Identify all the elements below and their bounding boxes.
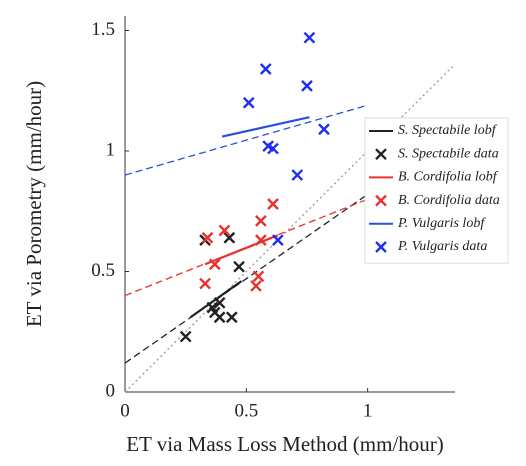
- point: [233, 260, 245, 273]
- legend-box: [364, 117, 509, 264]
- marker-stroke: [375, 194, 387, 207]
- marker-stroke: [272, 234, 284, 247]
- marker-stroke: [255, 234, 267, 247]
- point: [318, 123, 330, 136]
- marker-stroke: [223, 231, 236, 244]
- point: [303, 31, 316, 44]
- point: [301, 80, 313, 92]
- y-tick-label: 1.5: [91, 19, 115, 40]
- legend-text: S. Spectabile lobf: [398, 123, 498, 138]
- point: [267, 198, 279, 210]
- marker-stroke: [179, 330, 192, 343]
- y-axis-label: ET via Porometry (mm/hour): [22, 81, 46, 327]
- point: [223, 231, 236, 244]
- marker-stroke: [218, 224, 231, 237]
- marker-stroke: [318, 123, 330, 136]
- legend-text: P. Vulgaris lobf: [397, 216, 486, 231]
- point: [225, 311, 238, 324]
- point: [272, 234, 284, 247]
- marker-stroke: [262, 140, 275, 153]
- legend-text: S. Spectabile data: [398, 146, 499, 161]
- point: [213, 311, 226, 324]
- point: [213, 296, 226, 309]
- marker-stroke: [259, 63, 272, 75]
- x-tick-label: 0.5: [234, 400, 258, 421]
- point: [255, 215, 267, 227]
- marker-stroke: [255, 215, 267, 227]
- marker-stroke: [225, 311, 238, 324]
- marker-stroke: [303, 31, 316, 44]
- marker-stroke: [213, 311, 226, 324]
- line: [221, 116, 310, 138]
- marker-stroke: [375, 241, 387, 253]
- marker-stroke: [208, 258, 221, 271]
- marker-stroke: [375, 148, 387, 161]
- marker-stroke: [213, 296, 226, 309]
- point: [242, 96, 255, 109]
- marker-stroke: [242, 96, 255, 109]
- marker-stroke: [233, 260, 245, 273]
- point: [201, 231, 214, 244]
- legend-text: B. Cordifolia lobf: [398, 170, 499, 185]
- marker-stroke: [301, 80, 313, 92]
- point: [252, 270, 265, 283]
- marker-stroke: [201, 231, 214, 244]
- legend-text: P. Vulgaris data: [397, 239, 487, 254]
- point: [259, 63, 272, 75]
- line: [204, 234, 279, 266]
- point: [179, 330, 192, 343]
- legend-swatch: [375, 241, 387, 253]
- legend-swatch: [375, 194, 387, 207]
- point: [255, 234, 267, 247]
- y-tick-label: 0.5: [91, 260, 115, 281]
- line: [124, 104, 368, 176]
- marker-stroke: [267, 198, 279, 210]
- point: [199, 277, 211, 290]
- marker-stroke: [252, 270, 265, 283]
- marker-stroke: [250, 280, 262, 292]
- legend-text: B. Cordifolia data: [398, 193, 500, 208]
- marker-stroke: [206, 301, 219, 314]
- marker-stroke: [267, 142, 279, 155]
- x-tick-label: 0: [120, 400, 130, 421]
- y-tick-label: 1: [106, 139, 116, 160]
- line: [124, 193, 369, 364]
- marker-stroke: [199, 277, 211, 290]
- point: [218, 224, 231, 237]
- legend-swatch: [375, 148, 387, 161]
- y-tick-label: 0: [106, 380, 116, 401]
- point: [208, 258, 221, 271]
- x-tick-label: 1: [363, 400, 373, 421]
- point: [291, 169, 304, 181]
- x-axis-label: ET via Mass Loss Method (mm/hour): [126, 432, 444, 456]
- point: [267, 142, 279, 155]
- point: [250, 280, 262, 292]
- marker-stroke: [291, 169, 304, 181]
